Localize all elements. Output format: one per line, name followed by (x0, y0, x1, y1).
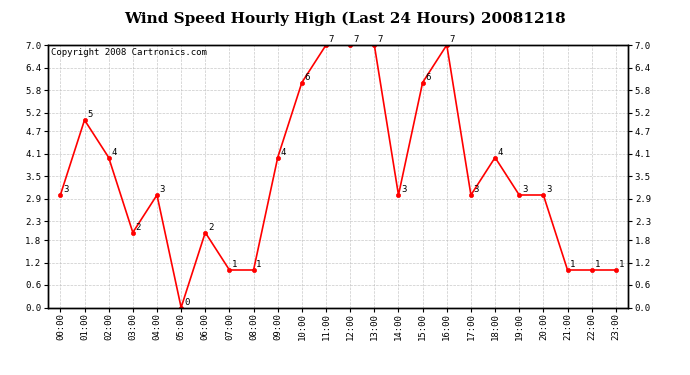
Text: 2: 2 (208, 223, 213, 232)
Text: Wind Speed Hourly High (Last 24 Hours) 20081218: Wind Speed Hourly High (Last 24 Hours) 2… (124, 11, 566, 26)
Text: 7: 7 (377, 35, 382, 44)
Text: 5: 5 (88, 110, 92, 119)
Text: 3: 3 (402, 185, 406, 194)
Text: 7: 7 (329, 35, 334, 44)
Text: 2: 2 (136, 223, 141, 232)
Text: 7: 7 (353, 35, 358, 44)
Text: 4: 4 (112, 148, 117, 157)
Text: 1: 1 (571, 260, 575, 269)
Text: 7: 7 (450, 35, 455, 44)
Text: 3: 3 (63, 185, 68, 194)
Text: 6: 6 (426, 73, 431, 82)
Text: 3: 3 (522, 185, 527, 194)
Text: 0: 0 (184, 298, 189, 307)
Text: 1: 1 (257, 260, 262, 269)
Text: 6: 6 (305, 73, 310, 82)
Text: 4: 4 (281, 148, 286, 157)
Text: 4: 4 (498, 148, 503, 157)
Text: 3: 3 (546, 185, 551, 194)
Text: 3: 3 (160, 185, 165, 194)
Text: Copyright 2008 Cartronics.com: Copyright 2008 Cartronics.com (51, 48, 207, 57)
Text: 1: 1 (233, 260, 237, 269)
Text: 1: 1 (595, 260, 600, 269)
Text: 3: 3 (474, 185, 479, 194)
Text: 1: 1 (619, 260, 624, 269)
